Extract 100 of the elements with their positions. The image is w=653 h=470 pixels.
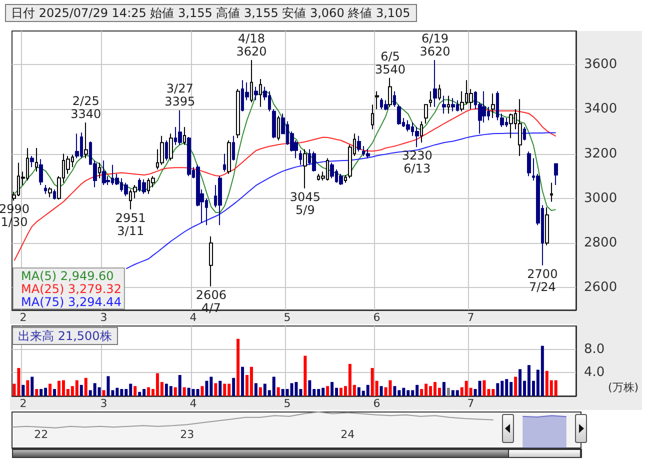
y-tick-label: 4.0 <box>584 365 605 380</box>
bar <box>294 382 298 396</box>
candlestick <box>75 133 79 159</box>
candlestick <box>223 153 226 172</box>
candlestick <box>124 182 128 197</box>
candlestick <box>357 135 361 152</box>
x-tick-label: 2 <box>20 397 27 410</box>
candlestick <box>550 182 553 202</box>
candlestick <box>48 186 52 198</box>
candlestick <box>500 113 504 128</box>
annotation: 2951 3/11 <box>115 210 146 238</box>
x-tick-label: 2 <box>20 311 27 324</box>
bar <box>182 387 186 396</box>
x-tick-label: 23 <box>180 428 194 441</box>
candlestick <box>366 148 370 159</box>
candlestick <box>438 84 441 101</box>
bar <box>22 384 25 396</box>
candlestick <box>375 90 379 110</box>
text: MA(5) 2,949.60 <box>21 269 114 283</box>
candlestick <box>209 236 213 287</box>
bar <box>138 392 142 396</box>
bar <box>254 383 258 396</box>
bar <box>48 384 52 396</box>
bar <box>214 383 218 396</box>
candlestick <box>330 162 334 179</box>
candlestick <box>312 151 316 172</box>
x-tick-label: 24 <box>340 428 355 441</box>
x-tick-label: 4 <box>190 311 197 324</box>
annotation: 3230 6/13 <box>402 148 432 176</box>
bar <box>84 378 88 396</box>
x-tick-label: 5 <box>284 397 291 410</box>
annotation: 2/25 3340 <box>70 94 102 122</box>
bar <box>80 384 83 396</box>
candlestick <box>254 86 258 101</box>
bar <box>174 387 177 396</box>
bar <box>330 382 334 396</box>
y-tick-label: 8.0 <box>584 342 605 357</box>
candlestick <box>424 104 428 124</box>
bar <box>304 356 307 396</box>
candlestick <box>415 126 419 148</box>
candlestick <box>393 90 396 108</box>
x-tick-label: 5 <box>284 311 291 324</box>
bar <box>106 376 110 396</box>
bar <box>446 388 450 396</box>
candlestick <box>527 151 531 177</box>
bar <box>178 375 182 396</box>
x-tick-label: 3 <box>100 397 108 410</box>
candlestick <box>388 77 392 108</box>
bar <box>554 380 558 396</box>
candlestick <box>227 140 231 174</box>
candlestick <box>420 120 423 144</box>
candlestick <box>277 115 280 141</box>
bar <box>75 380 78 396</box>
annotation: 3045 5/9 <box>290 190 320 217</box>
y-tick-label: 2600 <box>584 280 618 296</box>
series-label: MA(25) 3,279.32 <box>21 282 122 296</box>
candlestick <box>232 135 235 161</box>
candlestick <box>218 176 222 226</box>
bar <box>223 384 226 396</box>
bar <box>326 386 330 396</box>
candlestick <box>496 90 499 121</box>
bar <box>30 376 34 396</box>
candlestick <box>518 98 522 156</box>
bar <box>518 369 522 396</box>
candlestick <box>523 126 526 141</box>
bar <box>514 376 518 396</box>
bar <box>147 387 150 396</box>
candlestick <box>53 188 56 200</box>
bar <box>272 376 276 396</box>
bar <box>388 380 392 396</box>
candlestick <box>84 122 88 159</box>
bar <box>496 383 500 396</box>
candlestick <box>187 136 191 177</box>
bar <box>290 383 294 396</box>
candlestick <box>339 173 343 186</box>
bar <box>308 380 312 396</box>
y-tick-label: 3400 <box>584 102 618 117</box>
bar <box>218 380 222 396</box>
bar <box>98 387 101 396</box>
y-tick-label: 2800 <box>584 236 618 251</box>
candlestick <box>509 113 513 139</box>
candlestick <box>545 206 549 246</box>
text: MA(75) 3,294.44 <box>21 295 122 309</box>
bar <box>258 387 262 396</box>
bar <box>53 389 56 396</box>
candlestick <box>491 92 495 119</box>
bar <box>241 366 244 396</box>
x-tick-label: 6 <box>373 311 380 324</box>
candlestick <box>98 162 101 179</box>
candlestick <box>384 100 388 111</box>
x-tick-label: 4 <box>190 397 197 410</box>
annotation: 6/19 3620 <box>420 32 450 59</box>
candlestick <box>344 174 347 184</box>
candlestick <box>397 104 401 126</box>
annotation: 3/27 3395 <box>164 82 196 109</box>
bar <box>540 346 544 396</box>
bar <box>478 380 482 396</box>
candlestick <box>272 108 276 139</box>
x-tick-label: 7 <box>467 397 474 410</box>
candlestick <box>451 97 455 112</box>
